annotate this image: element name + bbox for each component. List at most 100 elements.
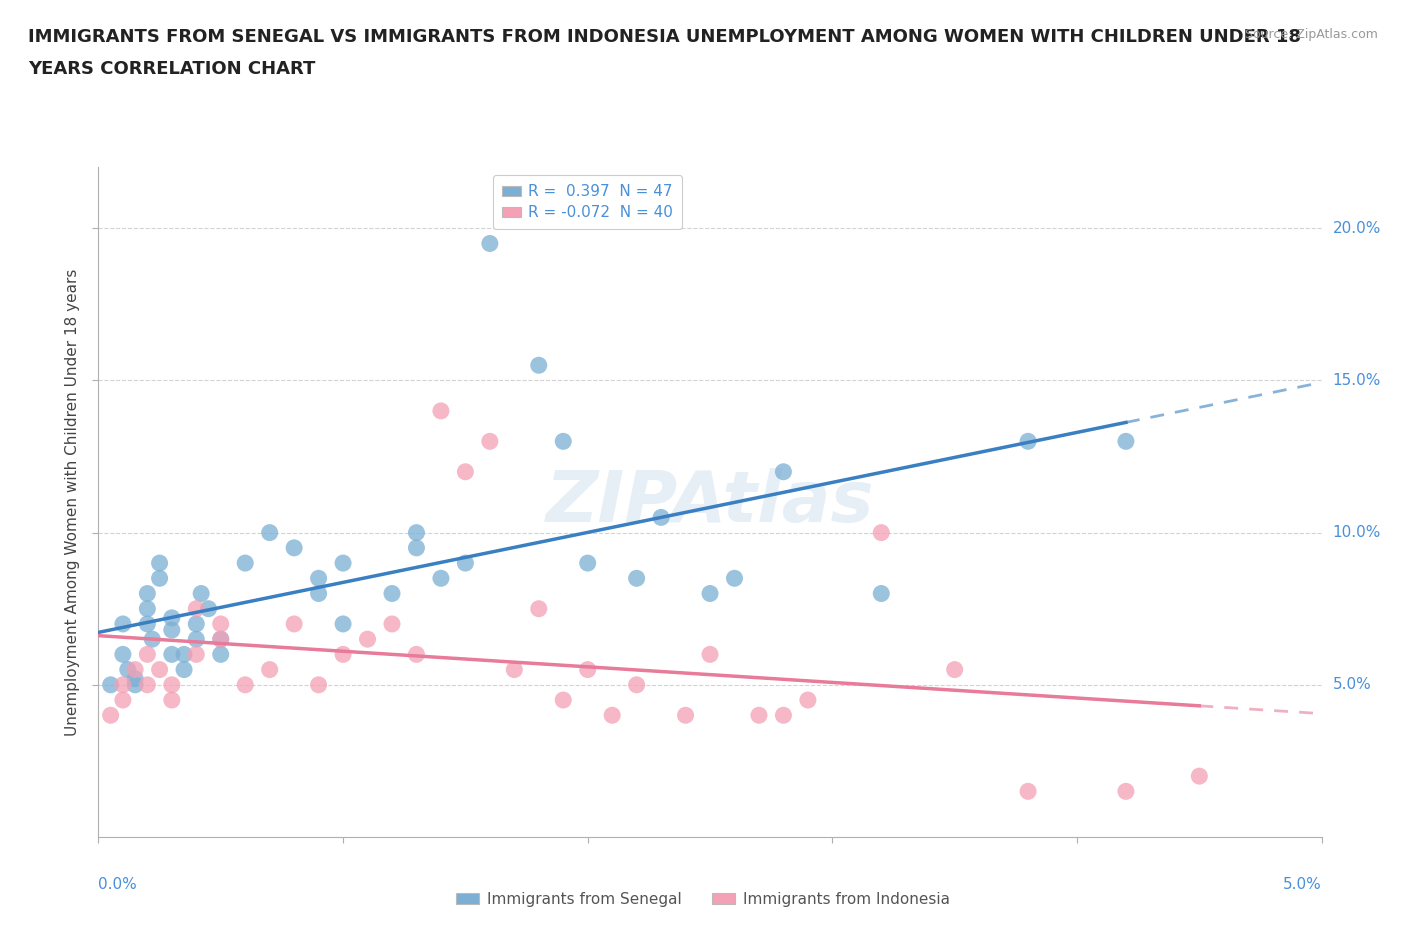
Text: 0.0%: 0.0%: [98, 877, 138, 892]
Point: [748, 708, 770, 723]
Point: [111, 617, 134, 631]
Y-axis label: Unemployment Among Women with Children Under 18 years: Unemployment Among Women with Children U…: [65, 269, 80, 736]
Point: [650, 510, 672, 525]
Point: [149, 571, 172, 586]
Point: [124, 677, 146, 692]
Point: [111, 677, 134, 692]
Point: [600, 708, 623, 723]
Point: [405, 540, 427, 555]
Legend: Immigrants from Senegal, Immigrants from Indonesia: Immigrants from Senegal, Immigrants from…: [450, 886, 956, 913]
Text: 20.0%: 20.0%: [1333, 220, 1381, 236]
Point: [209, 631, 232, 646]
Point: [576, 662, 599, 677]
Point: [117, 662, 139, 677]
Point: [111, 693, 134, 708]
Point: [149, 555, 172, 570]
Point: [124, 662, 146, 677]
Point: [186, 602, 208, 617]
Point: [381, 617, 404, 631]
Point: [160, 647, 183, 662]
Point: [576, 555, 599, 570]
Point: [233, 555, 256, 570]
Legend: R =  0.397  N = 47, R = -0.072  N = 40: R = 0.397 N = 47, R = -0.072 N = 40: [494, 175, 682, 230]
Point: [209, 617, 232, 631]
Point: [1017, 434, 1039, 449]
Point: [111, 647, 134, 662]
Point: [870, 525, 893, 540]
Point: [136, 647, 159, 662]
Point: [136, 586, 159, 601]
Point: [772, 708, 794, 723]
Point: [797, 693, 820, 708]
Point: [100, 677, 122, 692]
Point: [430, 404, 453, 418]
Point: [772, 464, 794, 479]
Point: [149, 662, 172, 677]
Point: [626, 571, 648, 586]
Text: 5.0%: 5.0%: [1333, 677, 1371, 692]
Text: 15.0%: 15.0%: [1333, 373, 1381, 388]
Point: [160, 677, 183, 692]
Point: [553, 693, 575, 708]
Point: [233, 677, 256, 692]
Point: [1115, 434, 1137, 449]
Point: [527, 358, 550, 373]
Point: [870, 586, 893, 601]
Point: [430, 571, 453, 586]
Point: [160, 610, 183, 625]
Point: [173, 647, 195, 662]
Point: [454, 555, 477, 570]
Text: YEARS CORRELATION CHART: YEARS CORRELATION CHART: [28, 60, 315, 78]
Text: 10.0%: 10.0%: [1333, 525, 1381, 540]
Point: [136, 602, 159, 617]
Point: [1017, 784, 1039, 799]
Point: [478, 236, 501, 251]
Point: [136, 677, 159, 692]
Point: [699, 586, 721, 601]
Point: [283, 540, 305, 555]
Point: [186, 631, 208, 646]
Point: [197, 602, 219, 617]
Point: [454, 464, 477, 479]
Point: [1188, 769, 1211, 784]
Point: [332, 647, 354, 662]
Text: Source: ZipAtlas.com: Source: ZipAtlas.com: [1244, 28, 1378, 41]
Text: 5.0%: 5.0%: [1282, 877, 1322, 892]
Point: [186, 647, 208, 662]
Point: [259, 525, 281, 540]
Point: [308, 571, 330, 586]
Point: [259, 662, 281, 677]
Point: [405, 525, 427, 540]
Point: [136, 617, 159, 631]
Point: [209, 631, 232, 646]
Point: [943, 662, 966, 677]
Point: [160, 622, 183, 637]
Point: [160, 693, 183, 708]
Text: ZIPAtlas: ZIPAtlas: [546, 468, 875, 537]
Point: [308, 677, 330, 692]
Point: [723, 571, 745, 586]
Point: [283, 617, 305, 631]
Point: [405, 647, 427, 662]
Point: [527, 602, 550, 617]
Point: [186, 617, 208, 631]
Point: [503, 662, 526, 677]
Point: [100, 708, 122, 723]
Point: [1115, 784, 1137, 799]
Point: [699, 647, 721, 662]
Point: [209, 647, 232, 662]
Point: [356, 631, 378, 646]
Point: [173, 662, 195, 677]
Point: [190, 586, 212, 601]
Point: [308, 586, 330, 601]
Point: [124, 671, 146, 686]
Point: [553, 434, 575, 449]
Text: IMMIGRANTS FROM SENEGAL VS IMMIGRANTS FROM INDONESIA UNEMPLOYMENT AMONG WOMEN WI: IMMIGRANTS FROM SENEGAL VS IMMIGRANTS FR…: [28, 28, 1301, 46]
Point: [626, 677, 648, 692]
Point: [332, 555, 354, 570]
Point: [332, 617, 354, 631]
Point: [381, 586, 404, 601]
Point: [675, 708, 697, 723]
Point: [141, 631, 163, 646]
Point: [478, 434, 501, 449]
